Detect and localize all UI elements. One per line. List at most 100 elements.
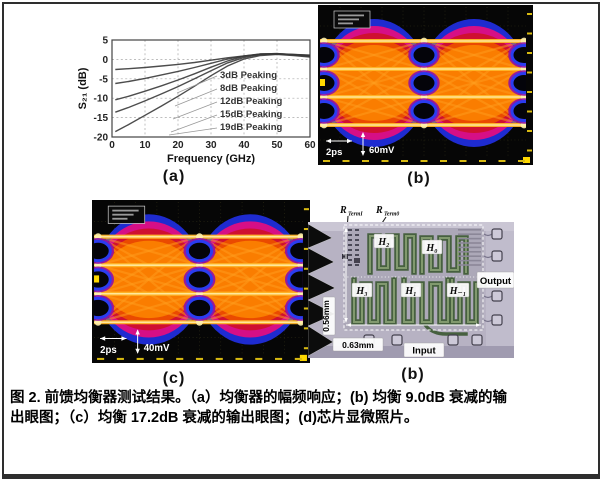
eye-opening — [185, 239, 214, 263]
y-tick-label: -5 — [99, 74, 108, 85]
scope-bottom-tick-label — [342, 160, 350, 162]
scope-bottom-tick-label — [136, 357, 144, 360]
legend-label: 19dB Peaking — [220, 122, 282, 133]
eye-canvas — [318, 5, 533, 165]
h2-label: H₂ — [377, 237, 389, 248]
eye-opening-rim-outer — [320, 70, 340, 96]
hm1-label: H₋₁ — [449, 286, 467, 297]
scope-bottom-tick-label — [381, 160, 389, 162]
figure-caption-line1: 图 2. 前馈均衡器测试结果。（a）均衡器的幅频响应；(b) 均衡 9.0dB … — [10, 390, 508, 406]
eye-opening-rim-outer — [508, 70, 526, 96]
eye-transition-trace — [323, 39, 425, 71]
h3-label: H₃ — [355, 286, 367, 297]
scope-corner-marker — [299, 354, 307, 361]
eye-opening-rim-outer — [508, 42, 526, 68]
volt-scale-text: 40mV — [144, 343, 170, 354]
x-tick-label: 40 — [238, 140, 250, 151]
panel-b-label: (b) — [407, 170, 431, 187]
x-tick-label: 0 — [109, 140, 115, 151]
scope-right-tick-label — [303, 307, 309, 310]
scope-bottom-tick-label — [479, 160, 486, 162]
arrow-down-icon — [360, 151, 366, 156]
probe-pad — [348, 234, 352, 236]
finger-structure — [458, 237, 481, 240]
y-tick-label: 0 — [102, 55, 108, 66]
rterm1-label: R — [339, 205, 347, 216]
eye-opening — [410, 72, 438, 94]
trigger-marker — [94, 275, 100, 283]
eye-diagram-b: 2ps 60mV — [318, 5, 533, 165]
eye-opening — [510, 100, 526, 122]
tap-labels: H₂ H₀ H₃ H₁ H₋₁ — [351, 233, 470, 298]
legend-leader-line — [170, 114, 218, 133]
h3-chip — [351, 282, 373, 298]
y-tick-label: -20 — [94, 133, 109, 144]
height-dim-label: 0.56mm — [321, 300, 331, 332]
panel-d-label: (b) — [401, 366, 425, 383]
bond-pad — [471, 334, 483, 346]
eye-opening-rim-outer — [320, 42, 340, 68]
series-19db-peaking — [114, 53, 311, 133]
eye-opening — [410, 100, 438, 122]
eye-opening-rim-outer — [408, 98, 440, 124]
eye-opening — [510, 72, 526, 94]
arrow-down-icon — [135, 348, 140, 354]
scope-bottom-tick-label — [362, 160, 369, 162]
scope-info-text-line — [338, 14, 364, 17]
arrow-up-icon — [344, 227, 348, 232]
scope-bottom-tick-label — [294, 357, 302, 360]
legend-label: 15dB Peaking — [220, 109, 282, 120]
y-tick-label: 5 — [102, 36, 108, 47]
probe-pad — [355, 229, 359, 231]
eye-opening — [94, 239, 112, 263]
circuit-boundary — [343, 224, 484, 331]
scope-bottom-tick-label — [255, 357, 263, 360]
volt-scale-text: 60mV — [369, 145, 395, 156]
time-scale-text: 2ps — [326, 147, 342, 158]
arrow-right-icon — [347, 138, 352, 144]
scope-bottom-tick-label — [440, 160, 447, 162]
eye-transition-trace — [423, 40, 525, 126]
probe-pad — [348, 264, 352, 266]
pad-arrays — [348, 228, 503, 346]
scope-bottom-tick-label — [156, 357, 164, 360]
scope-right-tick-label — [303, 347, 309, 350]
figure-caption: 图 2. 前馈均衡器测试结果。（a）均衡器的幅频响应；(b) 均衡 9.0dB … — [10, 389, 596, 428]
scope-right-tick-label — [527, 130, 532, 132]
eye-opening-rim-outer — [94, 266, 114, 293]
finger-structure — [458, 255, 481, 257]
eye-traces — [94, 214, 303, 345]
h0-chip — [421, 239, 443, 255]
scope-right-tick-label — [303, 287, 309, 290]
bond-pad — [491, 314, 503, 326]
eye-transition-trace — [423, 39, 525, 71]
y-axis-label: S₂₁ (dB) — [77, 67, 89, 109]
scope-bottom-tick-label — [518, 160, 525, 162]
legend-label: 12dB Peaking — [220, 96, 282, 107]
eye-opening-rim-outer — [284, 238, 303, 264]
bond-pad — [491, 250, 503, 262]
legend-label: 8dB Peaking — [220, 83, 277, 94]
eye-opening-rim-outer — [94, 295, 114, 321]
input-label: Input — [412, 346, 436, 357]
eye-transition-trace — [198, 235, 302, 324]
scope-right-tick-label — [527, 91, 532, 93]
rterm1-subscript: TermI — [348, 212, 363, 218]
scope-right-tick-label — [527, 71, 532, 74]
eye-diagram-c: 2ps 40mV — [92, 200, 310, 363]
x-tick-label: 60 — [304, 140, 316, 151]
eye-opening — [287, 268, 303, 291]
scope-bottom-tick-label — [176, 357, 184, 360]
finger-structure — [458, 246, 481, 249]
h0-label: H₀ — [425, 243, 438, 254]
arrow-left-icon — [346, 323, 351, 327]
finger-structure — [458, 251, 481, 253]
scope-bottom-tick-label — [215, 357, 223, 360]
scope-bottom-tick-label — [420, 160, 428, 162]
arrow-down-icon — [344, 318, 348, 323]
time-scale-annotation: 2ps — [100, 336, 127, 356]
probe-pad — [348, 229, 352, 231]
hm1-chip — [446, 282, 470, 298]
x-tick-label: 20 — [172, 140, 184, 151]
x-tick-label: 10 — [139, 140, 151, 151]
